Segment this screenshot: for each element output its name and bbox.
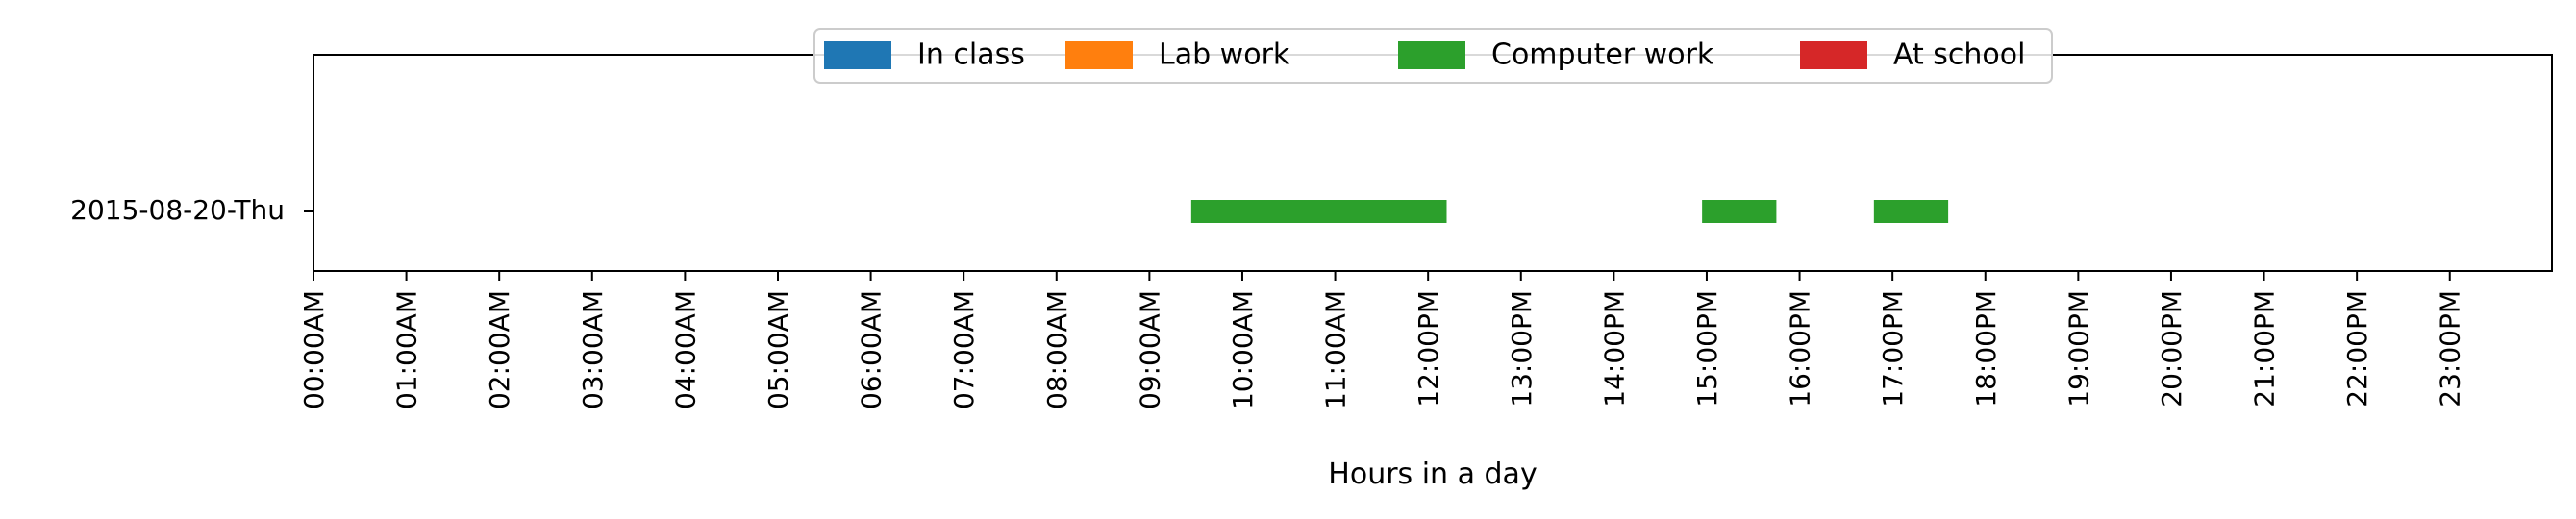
- legend-swatch: [824, 41, 891, 69]
- x-tick-label: 18:00PM: [1970, 290, 2002, 408]
- x-tick-label: 13:00PM: [1506, 290, 1538, 408]
- legend-swatch: [1398, 41, 1465, 69]
- legend: In class Lab work Computer work At school: [813, 28, 2053, 84]
- x-tick-label: 00:00AM: [298, 290, 330, 409]
- x-tick-label: 09:00AM: [1134, 290, 1165, 409]
- legend-label: At school: [1893, 38, 2025, 72]
- x-tick-label: 14:00PM: [1598, 290, 1630, 408]
- x-tick-label: 05:00AM: [763, 290, 794, 409]
- x-tick-label: 08:00AM: [1041, 290, 1073, 409]
- x-tick-label: 23:00PM: [2435, 290, 2466, 408]
- x-tick-label: 01:00AM: [391, 290, 423, 409]
- x-tick-label: 10:00AM: [1227, 290, 1259, 409]
- x-tick-label: 16:00PM: [1785, 290, 1816, 408]
- legend-swatch: [1065, 41, 1133, 69]
- legend-label: Lab work: [1159, 38, 1290, 72]
- bar-segment: [1702, 200, 1777, 223]
- x-tick-label: 12:00PM: [1413, 290, 1444, 408]
- x-tick-label: 06:00AM: [856, 290, 888, 409]
- legend-swatch: [1800, 41, 1867, 69]
- legend-label: Computer work: [1491, 38, 1714, 72]
- x-tick-label: 15:00PM: [1691, 290, 1723, 408]
- x-axis: 00:00AM 01:00AM 02:00AM 03:00AM 04:00AM 05:00…: [298, 271, 2466, 409]
- x-tick-label: 11:00AM: [1320, 290, 1352, 409]
- x-tick-label: 07:00AM: [948, 290, 980, 409]
- x-tick-label: 20:00PM: [2156, 290, 2188, 408]
- bars-layer: [1190, 200, 1949, 223]
- legend-label: In class: [917, 38, 1025, 72]
- bar-segment: [1190, 200, 1447, 223]
- x-tick-label: 21:00PM: [2249, 290, 2281, 408]
- x-tick-label: 02:00AM: [484, 290, 515, 409]
- y-axis: 2015-08-20-Thu: [70, 194, 313, 226]
- x-tick-label: 04:00AM: [669, 290, 701, 409]
- x-tick-label: 19:00PM: [2063, 290, 2094, 408]
- x-axis-label: Hours in a day: [1328, 457, 1537, 491]
- plot-frame: [313, 54, 2553, 272]
- bar-segment: [1873, 200, 1949, 223]
- y-tick-label: 2015-08-20-Thu: [70, 194, 285, 226]
- x-tick-label: 03:00AM: [577, 290, 609, 409]
- x-tick-label: 22:00PM: [2341, 290, 2373, 408]
- x-tick-label: 17:00PM: [1877, 290, 1909, 408]
